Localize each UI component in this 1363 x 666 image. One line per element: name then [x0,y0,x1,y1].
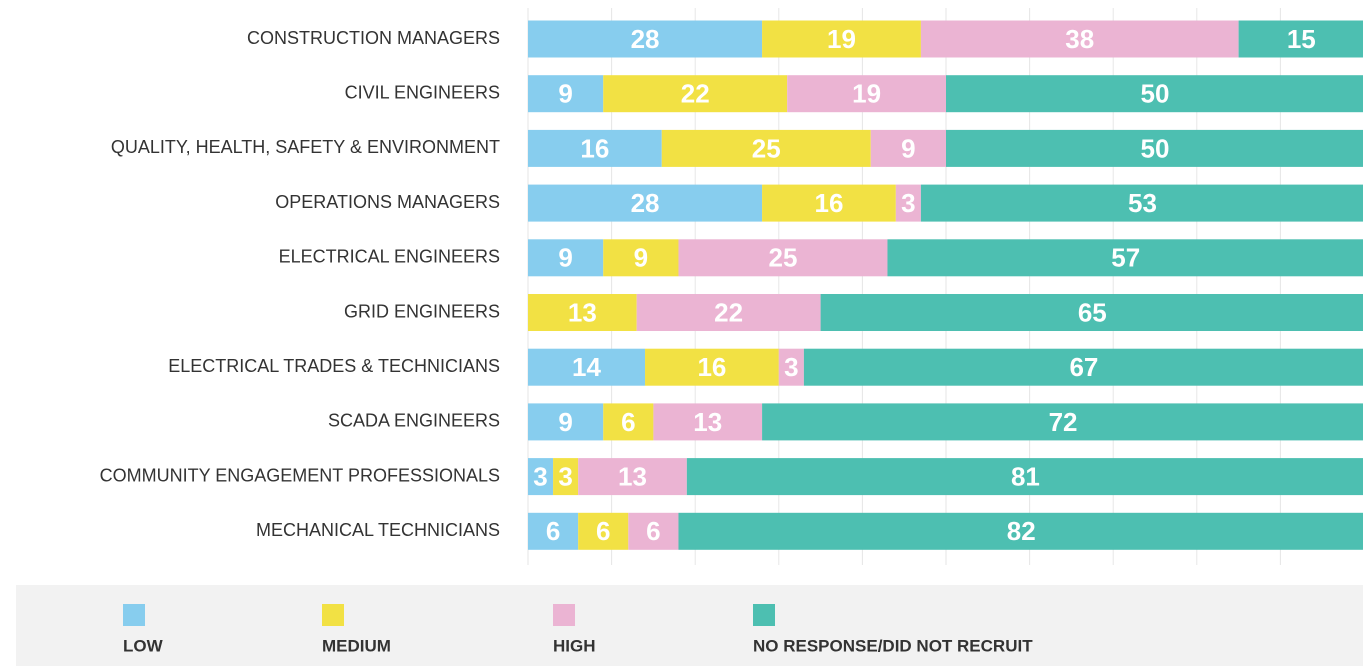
bar-segment [528,20,763,58]
legend-swatch [553,604,575,626]
bar-segment [661,129,871,167]
legend-label: NO RESPONSE/DID NOT RECRUIT [753,636,1033,655]
value-label: 67 [1069,352,1098,382]
bar-segment [895,184,921,222]
bar-segment [920,184,1363,222]
value-label: 3 [901,188,915,218]
bar-segment [603,403,654,441]
category-label: GRID ENGINEERS [344,301,500,321]
bar-segment [762,20,921,58]
bar-segment [528,129,662,167]
bar-segment [528,239,604,277]
value-label: 6 [646,516,660,546]
bar-segment [762,403,1363,441]
bar-segment [603,239,679,277]
value-label: 25 [752,133,781,163]
value-label: 53 [1128,188,1157,218]
value-label: 82 [1007,516,1036,546]
bar-segment [578,458,687,496]
bar-segment [528,348,646,386]
value-label: 9 [634,243,648,273]
bar-segment [678,512,1363,550]
bar-segment [528,403,604,441]
value-label: 13 [693,407,722,437]
bar-segment [636,294,821,331]
bar-segment [1238,20,1363,58]
bar-segment [887,239,1363,277]
category-label: CIVIL ENGINEERS [345,82,500,102]
value-label: 13 [618,461,647,491]
bar-segment [603,75,788,113]
category-label: COMMUNITY ENGAGEMENT PROFESSIONALS [100,465,500,485]
value-label: 28 [631,24,660,54]
bar-segment [553,458,579,496]
bar-segment [946,75,1363,113]
value-label: 50 [1141,79,1170,109]
value-label: 65 [1078,297,1107,327]
value-label: 15 [1287,24,1316,54]
legend-label: HIGH [553,636,596,655]
bar-segment [686,458,1363,496]
value-label: 16 [580,133,609,163]
bar-segment [870,129,946,167]
value-label: 3 [533,461,547,491]
bar-segment [920,20,1239,58]
bar-segment [628,512,679,550]
value-label: 9 [558,243,572,273]
bar-segment [528,75,604,113]
bar-segment [528,294,637,331]
value-label: 3 [784,352,798,382]
category-label: ELECTRICAL ENGINEERS [279,247,500,267]
value-label: 50 [1141,133,1170,163]
value-label: 6 [596,516,610,546]
value-label: 81 [1011,461,1040,491]
bar-segment [678,239,888,277]
legend-label: LOW [123,636,164,655]
bar-segment [645,348,779,386]
value-label: 13 [568,297,597,327]
bar-segment [653,403,763,441]
bar-segment [578,512,629,550]
value-label: 14 [572,352,601,382]
value-label: 9 [901,133,915,163]
category-label: OPERATIONS MANAGERS [275,192,500,212]
category-label: SCADA ENGINEERS [328,411,500,431]
value-label: 16 [697,352,726,382]
value-label: 19 [852,79,881,109]
value-label: 9 [558,407,572,437]
category-label: CONSTRUCTION MANAGERS [247,28,500,48]
value-label: 6 [621,407,635,437]
bar-segment [778,348,804,386]
value-label: 9 [558,79,572,109]
value-label: 3 [558,461,572,491]
category-label: ELECTRICAL TRADES & TECHNICIANS [168,356,500,376]
bar-segment [528,512,579,550]
value-label: 16 [814,188,843,218]
legend-label: MEDIUM [322,636,391,655]
value-label: 19 [827,24,856,54]
category-label: MECHANICAL TECHNICIANS [256,520,500,540]
value-label: 22 [681,79,710,109]
bar-segment [528,458,554,496]
legend-box [16,585,1363,666]
value-label: 6 [546,516,560,546]
legend-swatch [753,604,775,626]
bar-segment [803,348,1363,386]
value-label: 22 [714,297,743,327]
bar-segment [946,129,1363,167]
value-label: 57 [1111,243,1140,273]
value-label: 25 [769,243,798,273]
legend-swatch [123,604,145,626]
legend-swatch [322,604,344,626]
category-label: QUALITY, HEALTH, SAFETY & ENVIRONMENT [111,137,500,157]
bar-segment [528,184,763,222]
value-label: 38 [1065,24,1094,54]
value-label: 28 [631,188,660,218]
bar-segment [787,75,946,113]
bar-segment [762,184,896,222]
value-label: 72 [1049,407,1078,437]
bar-segment [820,294,1363,331]
